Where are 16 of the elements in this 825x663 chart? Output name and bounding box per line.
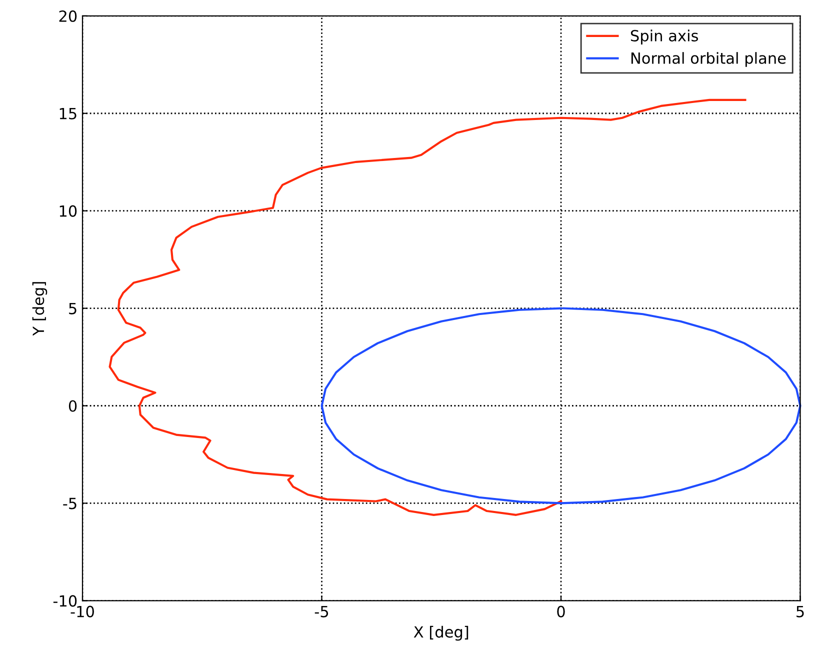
legend-label: Spin axis bbox=[630, 30, 698, 44]
x-tick-label: -5 bbox=[314, 606, 328, 618]
line-series bbox=[108, 98, 746, 516]
y-tick-label: 5 bbox=[69, 302, 76, 314]
legend-label: Normal orbital plane bbox=[631, 52, 786, 67]
line-series bbox=[320, 307, 802, 504]
x-axis-title: X [deg] bbox=[414, 626, 468, 641]
x-tick-label: 0 bbox=[557, 606, 565, 618]
y-tick-label: 0 bbox=[68, 400, 77, 412]
y-tick-label: 20 bbox=[59, 10, 77, 22]
x-tick-label: 5 bbox=[796, 606, 804, 618]
y-tick-label: 10 bbox=[60, 205, 77, 217]
y-axis-title: Y [deg] bbox=[32, 282, 48, 336]
y-tick-label: -5 bbox=[63, 498, 76, 510]
y-tick-label: -10 bbox=[53, 595, 77, 607]
y-tick-label: 15 bbox=[60, 108, 76, 120]
